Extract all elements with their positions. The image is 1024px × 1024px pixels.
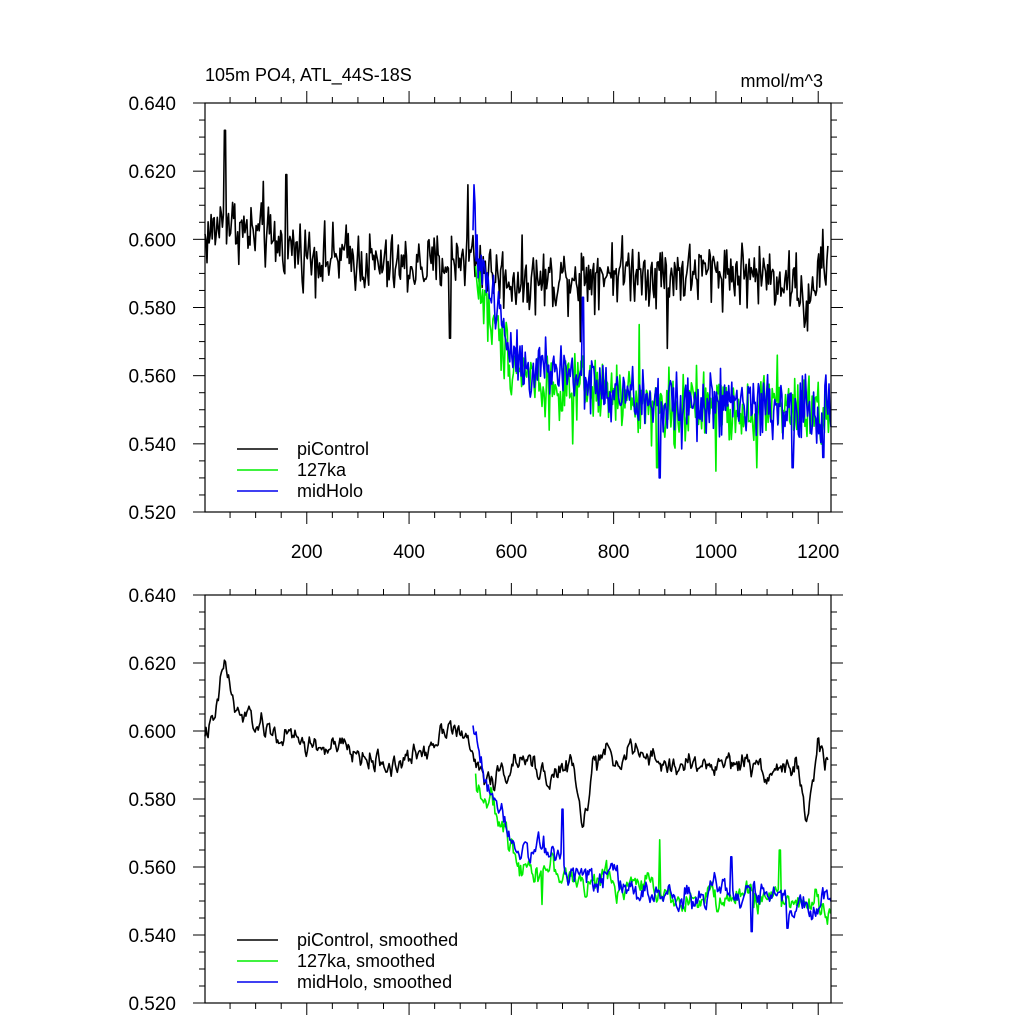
y-tick-label: 0.600	[128, 722, 176, 743]
y-tick-label: 0.560	[128, 367, 176, 388]
legend-label: 127ka	[297, 460, 347, 480]
y-tick-label: 0.640	[128, 586, 176, 607]
y-tick-label: 0.600	[128, 230, 176, 251]
x-tick-label: 200	[291, 542, 323, 563]
x-tick-label: 800	[598, 542, 630, 563]
x-tick-label: 600	[495, 542, 527, 563]
series-line-2	[472, 725, 832, 933]
legend-label: midHolo	[297, 481, 363, 501]
y-tick-label: 0.520	[128, 994, 176, 1015]
chart-title: 105m PO4, ATL_44S-18S	[205, 65, 412, 86]
legend-label: 127ka, smoothed	[297, 951, 435, 971]
legend-label: piControl	[297, 439, 369, 459]
y-tick-label: 0.580	[128, 299, 176, 320]
series-line-0	[204, 659, 829, 828]
legend-label: piControl, smoothed	[297, 930, 458, 950]
units-label: mmol/m^3	[741, 71, 823, 91]
series-line-0	[204, 129, 829, 350]
bottom-panel: 0.520 0.540 0.560 0.580 0.600 0.620 0.640 piCon…	[128, 583, 843, 1015]
y-tick-label: 0.540	[128, 926, 176, 947]
x-tick-label: 1000	[695, 542, 737, 563]
y-tick-label: 0.520	[128, 503, 176, 524]
y-tick-label: 0.560	[128, 858, 176, 879]
y-tick-label: 0.540	[128, 435, 176, 456]
series-line-2	[472, 184, 832, 479]
y-tick-label: 0.620	[128, 654, 176, 675]
series-line-1	[474, 773, 832, 925]
y-tick-label: 0.580	[128, 790, 176, 811]
y-tick-label: 0.620	[128, 162, 176, 183]
x-tick-label: 400	[393, 542, 425, 563]
series-line-1	[474, 265, 832, 472]
x-tick-label: 1200	[797, 542, 839, 563]
y-tick-label: 0.640	[128, 94, 176, 115]
top-panel: 200 400 600 800 1000 1200 0.520 0.540 0.560 0.580…	[128, 65, 843, 563]
legend-label: midHolo, smoothed	[297, 972, 452, 992]
